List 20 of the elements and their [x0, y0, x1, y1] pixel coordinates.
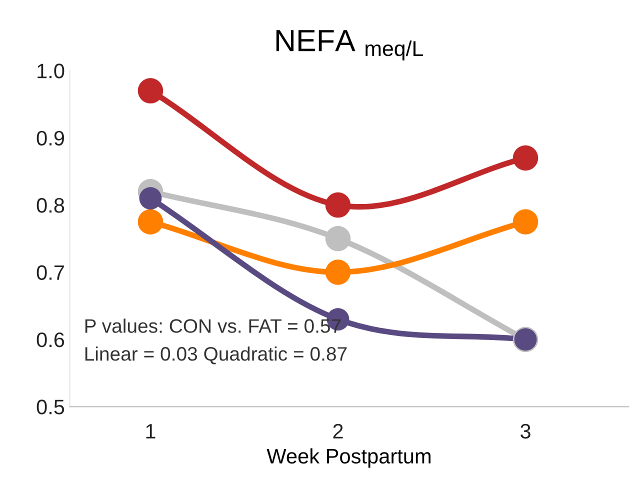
x-axis-title: Week Postpartum	[266, 448, 430, 468]
y-tick-label: 0.7	[36, 265, 64, 280]
y-tick-label: 0.6	[36, 332, 64, 348]
point	[325, 226, 351, 252]
point	[512, 145, 538, 171]
point	[139, 187, 162, 210]
point	[138, 78, 164, 104]
annotation: Linear = 0.03 Quadratic = 0.87	[85, 346, 347, 364]
y-tick-label: 0.9	[36, 130, 64, 146]
y-tick-label: 1.0	[38, 64, 64, 78]
point	[512, 209, 538, 234]
y-tick-label: 0.5	[36, 400, 64, 414]
x-tick-label: 1	[146, 424, 156, 438]
x-tick-label: 2	[333, 424, 343, 438]
point	[138, 209, 164, 234]
x-tick-label: 3	[520, 424, 530, 439]
chart-title: NEFA $_{meq/L}$	[276, 30, 423, 60]
y-tick-label: 0.8	[36, 198, 64, 213]
point	[325, 192, 351, 218]
point	[325, 260, 351, 285]
